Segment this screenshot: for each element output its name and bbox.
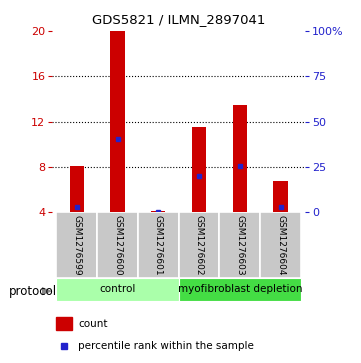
Bar [70, 166, 84, 212]
Bar [151, 211, 165, 212]
FancyBboxPatch shape [56, 278, 179, 301]
Text: GSM1276603: GSM1276603 [235, 215, 244, 276]
FancyBboxPatch shape [260, 212, 301, 278]
Bar [233, 105, 247, 212]
FancyBboxPatch shape [179, 278, 301, 301]
FancyBboxPatch shape [219, 212, 260, 278]
Text: GSM1276601: GSM1276601 [154, 215, 163, 276]
FancyBboxPatch shape [138, 212, 179, 278]
FancyBboxPatch shape [56, 212, 97, 278]
Text: protocol: protocol [9, 285, 57, 298]
Bar [274, 180, 288, 212]
Text: count: count [78, 318, 108, 329]
FancyBboxPatch shape [179, 212, 219, 278]
Text: GSM1276600: GSM1276600 [113, 215, 122, 276]
FancyBboxPatch shape [97, 212, 138, 278]
Polygon shape [42, 287, 52, 295]
Text: GSM1276604: GSM1276604 [276, 215, 285, 275]
Text: GSM1276602: GSM1276602 [195, 215, 204, 275]
Text: control: control [99, 285, 136, 294]
Bar [192, 127, 206, 212]
Bar [110, 31, 125, 212]
Text: GSM1276599: GSM1276599 [72, 215, 81, 276]
Text: myofibroblast depletion: myofibroblast depletion [178, 285, 302, 294]
Bar [56, 317, 72, 330]
Text: GDS5821 / ILMN_2897041: GDS5821 / ILMN_2897041 [92, 13, 265, 26]
Text: percentile rank within the sample: percentile rank within the sample [78, 341, 254, 351]
